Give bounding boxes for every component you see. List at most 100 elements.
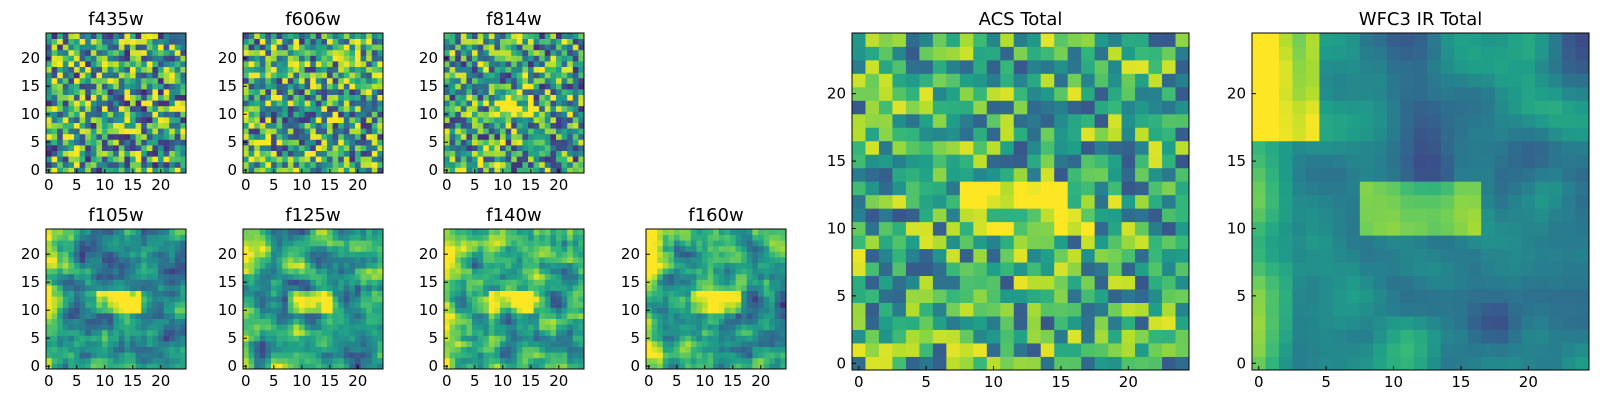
heatmap-cell [973, 127, 988, 142]
heatmap-cell [1027, 289, 1042, 303]
heatmap-cell [696, 341, 703, 347]
heatmap-cell [355, 329, 361, 336]
heatmap-cell [500, 240, 506, 247]
heatmap-cell [68, 324, 75, 331]
heatmap-cell [702, 318, 708, 325]
heatmap-cell [466, 66, 473, 73]
heatmap-cell [135, 307, 142, 314]
heatmap-cell [282, 66, 289, 73]
heatmap-cell [360, 156, 367, 163]
heatmap-cell [578, 335, 585, 342]
heatmap-cell [74, 100, 80, 107]
heatmap-cell [578, 72, 585, 79]
heatmap-cell [287, 139, 294, 146]
heatmap-cell [180, 117, 187, 123]
heatmap-cell [163, 44, 170, 51]
heatmap-cell [118, 341, 125, 347]
heatmap-cell [51, 251, 58, 258]
heatmap-cell [578, 296, 585, 303]
heatmap-cell [57, 296, 64, 303]
heatmap-cell [113, 229, 120, 235]
heatmap-cell [567, 257, 574, 263]
heatmap-cell [522, 156, 529, 163]
heatmap-cell [550, 44, 557, 51]
heatmap-cell [690, 329, 697, 336]
heatmap-cell [572, 122, 579, 129]
heatmap-cell [477, 324, 484, 331]
heatmap-cell [763, 296, 770, 303]
heatmap-cell [483, 38, 490, 45]
heatmap-cell [477, 133, 484, 140]
heatmap-cell [343, 285, 350, 291]
heatmap-cell [377, 240, 384, 247]
heatmap-cell [865, 248, 880, 263]
heatmap-cell [169, 257, 176, 263]
heatmap-cell [919, 248, 934, 263]
heatmap-cell [539, 94, 546, 101]
heatmap-cell [1162, 127, 1176, 142]
heatmap-cell [550, 290, 557, 297]
heatmap-cell [494, 33, 501, 39]
heatmap-cell [276, 150, 283, 157]
x-tick-label: 20 [348, 176, 367, 194]
heatmap-cell [449, 313, 456, 319]
heatmap-cell [68, 89, 75, 95]
heatmap-cell [62, 257, 69, 263]
heatmap-cell [287, 251, 294, 258]
heatmap-cell [259, 72, 266, 79]
heatmap-cell [444, 245, 450, 252]
heatmap-cell [668, 357, 675, 364]
heatmap-cell [735, 335, 742, 342]
heatmap-cell [488, 49, 495, 56]
heatmap-cell [174, 38, 181, 45]
heatmap-cell [371, 38, 378, 45]
heatmap-cell [488, 122, 495, 129]
heatmap-cell [522, 117, 529, 123]
heatmap-cell [304, 313, 311, 319]
heatmap-cell [572, 111, 579, 118]
heatmap-cell [135, 55, 142, 62]
heatmap-cell [758, 301, 764, 308]
heatmap-cell [315, 133, 322, 140]
heatmap-cell [68, 167, 75, 174]
heatmap-cell [769, 245, 776, 252]
heatmap-cell [180, 346, 187, 353]
heatmap-cell [758, 335, 764, 342]
heatmap-cell [679, 301, 686, 308]
heatmap-cell [685, 363, 692, 370]
heatmap-cell [657, 346, 664, 353]
heatmap-cell [539, 122, 546, 129]
heatmap-cell [1081, 181, 1096, 196]
heatmap-cell [539, 38, 546, 45]
heatmap-cell [472, 133, 478, 140]
heatmap-cell [85, 77, 92, 84]
heatmap-cell [282, 150, 289, 157]
heatmap-cell [1000, 235, 1015, 250]
y-tick-label: 5 [30, 329, 40, 347]
heatmap-cell [735, 341, 742, 347]
heatmap-cell [276, 77, 283, 84]
heatmap-cell [321, 240, 328, 247]
heatmap-cell [377, 161, 384, 168]
x-tick-label: 15 [521, 372, 540, 390]
heatmap-cell [505, 122, 512, 129]
heatmap-cell [248, 324, 255, 331]
heatmap-cell [174, 329, 181, 336]
heatmap-cell [102, 313, 108, 319]
heatmap-cell [932, 194, 947, 209]
heatmap-cell [718, 352, 725, 359]
heatmap-cell [62, 111, 69, 118]
heatmap-cell [690, 296, 697, 303]
heatmap-cell [696, 313, 703, 319]
heatmap-cell [79, 133, 86, 140]
heatmap-cell [293, 55, 300, 62]
heatmap-cell [68, 61, 75, 67]
heatmap-cell [483, 105, 490, 112]
heatmap-cell [1162, 275, 1176, 290]
heatmap-cell [169, 318, 176, 325]
heatmap-cell [169, 279, 176, 286]
heatmap-cell [85, 55, 92, 62]
heatmap-cell [124, 150, 131, 157]
heatmap-cell [550, 313, 557, 319]
heatmap-cell [544, 346, 551, 353]
